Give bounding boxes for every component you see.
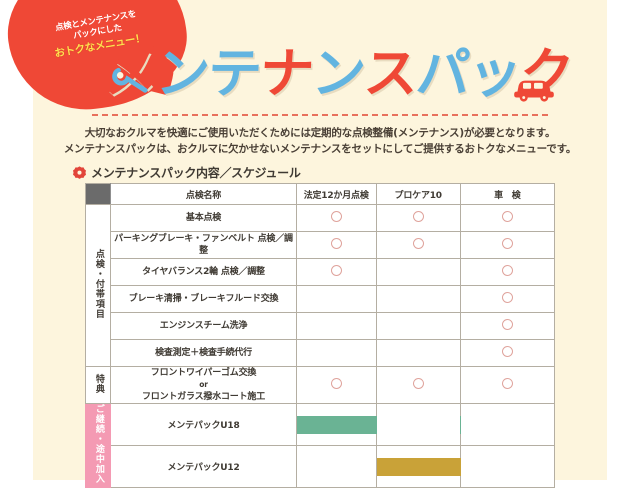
section-heading: メンテナンスパック内容／スケジュール [73, 164, 301, 180]
group-label-continuation: ご継続・途中加入 [84, 403, 112, 488]
column-header-name: 点検名称 [110, 183, 297, 205]
group-label-inspection: 点検・付帯項目 [84, 204, 112, 367]
circle-mark-icon [501, 238, 513, 249]
cell-mark-col1 [295, 204, 377, 232]
table-row: タイヤバランス2輪 点検／調整 [86, 258, 556, 286]
row-label-inspection-item: ブレーキ清掃・ブレーキフルード交換 [110, 285, 297, 313]
cell-pack-span-col3 [459, 445, 556, 488]
cell-mark-col1 [295, 366, 377, 404]
table-row: メンテパックU12 [86, 445, 556, 488]
cell-pack-span-col2 [375, 445, 553, 488]
group-label-benefit-text: 特典 [93, 373, 104, 394]
row-label-pack-plan: メンテパックU12 [110, 445, 297, 488]
circle-mark-icon [330, 265, 342, 276]
circle-mark-icon [501, 292, 513, 303]
cell-mark-col3 [459, 204, 556, 232]
cell-mark-col2 [375, 204, 461, 232]
cell-mark-col1 [295, 258, 377, 286]
wrench-icon [112, 67, 148, 93]
car-icon [514, 80, 554, 102]
cell-mark-col3 [459, 285, 556, 313]
logo-char-1: ン [154, 42, 210, 105]
circle-mark-icon [501, 265, 513, 276]
cell-mark-col2 [375, 231, 461, 259]
benefit-name-line-1: フロントワイパーゴム交換 [150, 368, 257, 378]
table-header: 点検名称 法定12か月点検 プロケア10 車 検 [84, 183, 556, 205]
logo-char-2: テ [206, 42, 262, 105]
cell-mark-col2 [375, 339, 461, 367]
circle-mark-icon [412, 238, 424, 249]
table-row: ブレーキ清掃・ブレーキフルード交換 [86, 285, 556, 313]
intro-description: 大切なおクルマを快適にご使用いただくためには定期的な点検整備(メンテナンス)が必… [60, 126, 580, 157]
benefit-name-line-3: フロントガラス撥水コート施工 [141, 392, 265, 402]
maintenance-schedule-table: 点検名称 法定12か月点検 プロケア10 車 検 点検・付帯項目 基本点検 パーキン… [84, 183, 556, 488]
cell-pack-span-col1 [295, 403, 552, 446]
circle-mark-icon [330, 238, 342, 249]
section-heading-label: メンテナンスパック内容／スケジュール [91, 165, 301, 180]
cell-mark-col2 [375, 258, 461, 286]
column-header-procare10: プロケア10 [375, 183, 461, 205]
circle-mark-icon [330, 378, 342, 389]
cell-mark-col1 [295, 339, 377, 367]
cell-mark-col2 [375, 366, 461, 404]
description-line-1: 大切なおクルマを快適にご使用いただくためには定期的な点検整備(メンテナンス)が必… [84, 127, 556, 139]
circle-mark-icon [330, 211, 342, 222]
circle-mark-icon [412, 211, 424, 222]
circle-mark-icon [501, 211, 513, 222]
group-label-benefit: 特典 [84, 366, 112, 404]
logo-char-5: ス [362, 42, 418, 105]
table-row: 検査測定＋検査手続代行 [86, 339, 556, 367]
cell-mark-col1 [295, 312, 377, 340]
cell-mark-col3 [459, 258, 556, 286]
row-label-pack-plan: メンテパックU18 [110, 403, 297, 446]
circle-mark-icon [501, 378, 513, 389]
row-label-inspection-item: パーキングブレーキ・ファンベルト 点検／調整 [110, 231, 297, 259]
table-body: 点検・付帯項目 基本点検 パーキングブレーキ・ファンベルト 点検／調整 タイヤバランス… [84, 204, 556, 488]
cell-pack-span-col2 [375, 403, 461, 446]
description-line-2: メンテナンスパックは、おクルマに欠かせないメンテナンスをセットにしてご提供するお… [63, 142, 577, 155]
row-label-inspection-item: エンジンスチーム洗浄 [110, 312, 297, 340]
row-label-benefit-item: フロントワイパーゴム交換 or フロントガラス撥水コート施工 [110, 366, 297, 404]
cell-pack-span-col1 [295, 445, 377, 488]
column-header-shaken: 車 検 [459, 183, 556, 205]
page-title-logo: メンテナンスパック [102, 42, 573, 108]
cell-mark-col1 [295, 231, 377, 259]
cell-mark-col2 [375, 312, 461, 340]
table-row: パーキングブレーキ・ファンベルト 点検／調整 [86, 231, 556, 259]
table-row: 特典 フロントワイパーゴム交換 or フロントガラス撥水コート施工 [84, 366, 556, 404]
cell-mark-col3 [459, 231, 556, 259]
cell-mark-col3 [459, 339, 556, 367]
group-label-inspection-text: 点検・付帯項目 [93, 249, 104, 319]
cell-mark-col3 [459, 366, 556, 404]
cell-pack-span-col3 [459, 403, 556, 446]
row-label-inspection-item: タイヤバランス2輪 点検／調整 [110, 258, 297, 286]
column-header-legal12m: 法定12か月点検 [295, 183, 377, 205]
gear-icon [73, 165, 86, 179]
cell-mark-col2 [375, 285, 461, 313]
table-row: 点検・付帯項目 基本点検 [84, 204, 556, 367]
row-label-inspection-item: 検査測定＋検査手続代行 [110, 339, 297, 367]
benefit-name-line-2: or [199, 380, 208, 389]
circle-mark-icon [501, 319, 513, 330]
logo-char-4: ン [310, 42, 366, 105]
row-label-inspection-item: 基本点検 [110, 204, 297, 232]
circle-mark-icon [412, 378, 424, 389]
logo-char-6: パ [414, 42, 470, 105]
group-label-continuation-text: ご継続・途中加入 [93, 404, 104, 484]
cell-mark-col3 [459, 312, 556, 340]
divider-dashed [92, 114, 548, 116]
circle-mark-icon [501, 346, 513, 357]
table-row: エンジンスチーム洗浄 [86, 312, 556, 340]
logo-char-3: ナ [258, 42, 314, 105]
cell-mark-col1 [295, 285, 377, 313]
table-row: ご継続・途中加入 メンテパックU18 [84, 403, 556, 488]
column-header-side [84, 183, 112, 205]
